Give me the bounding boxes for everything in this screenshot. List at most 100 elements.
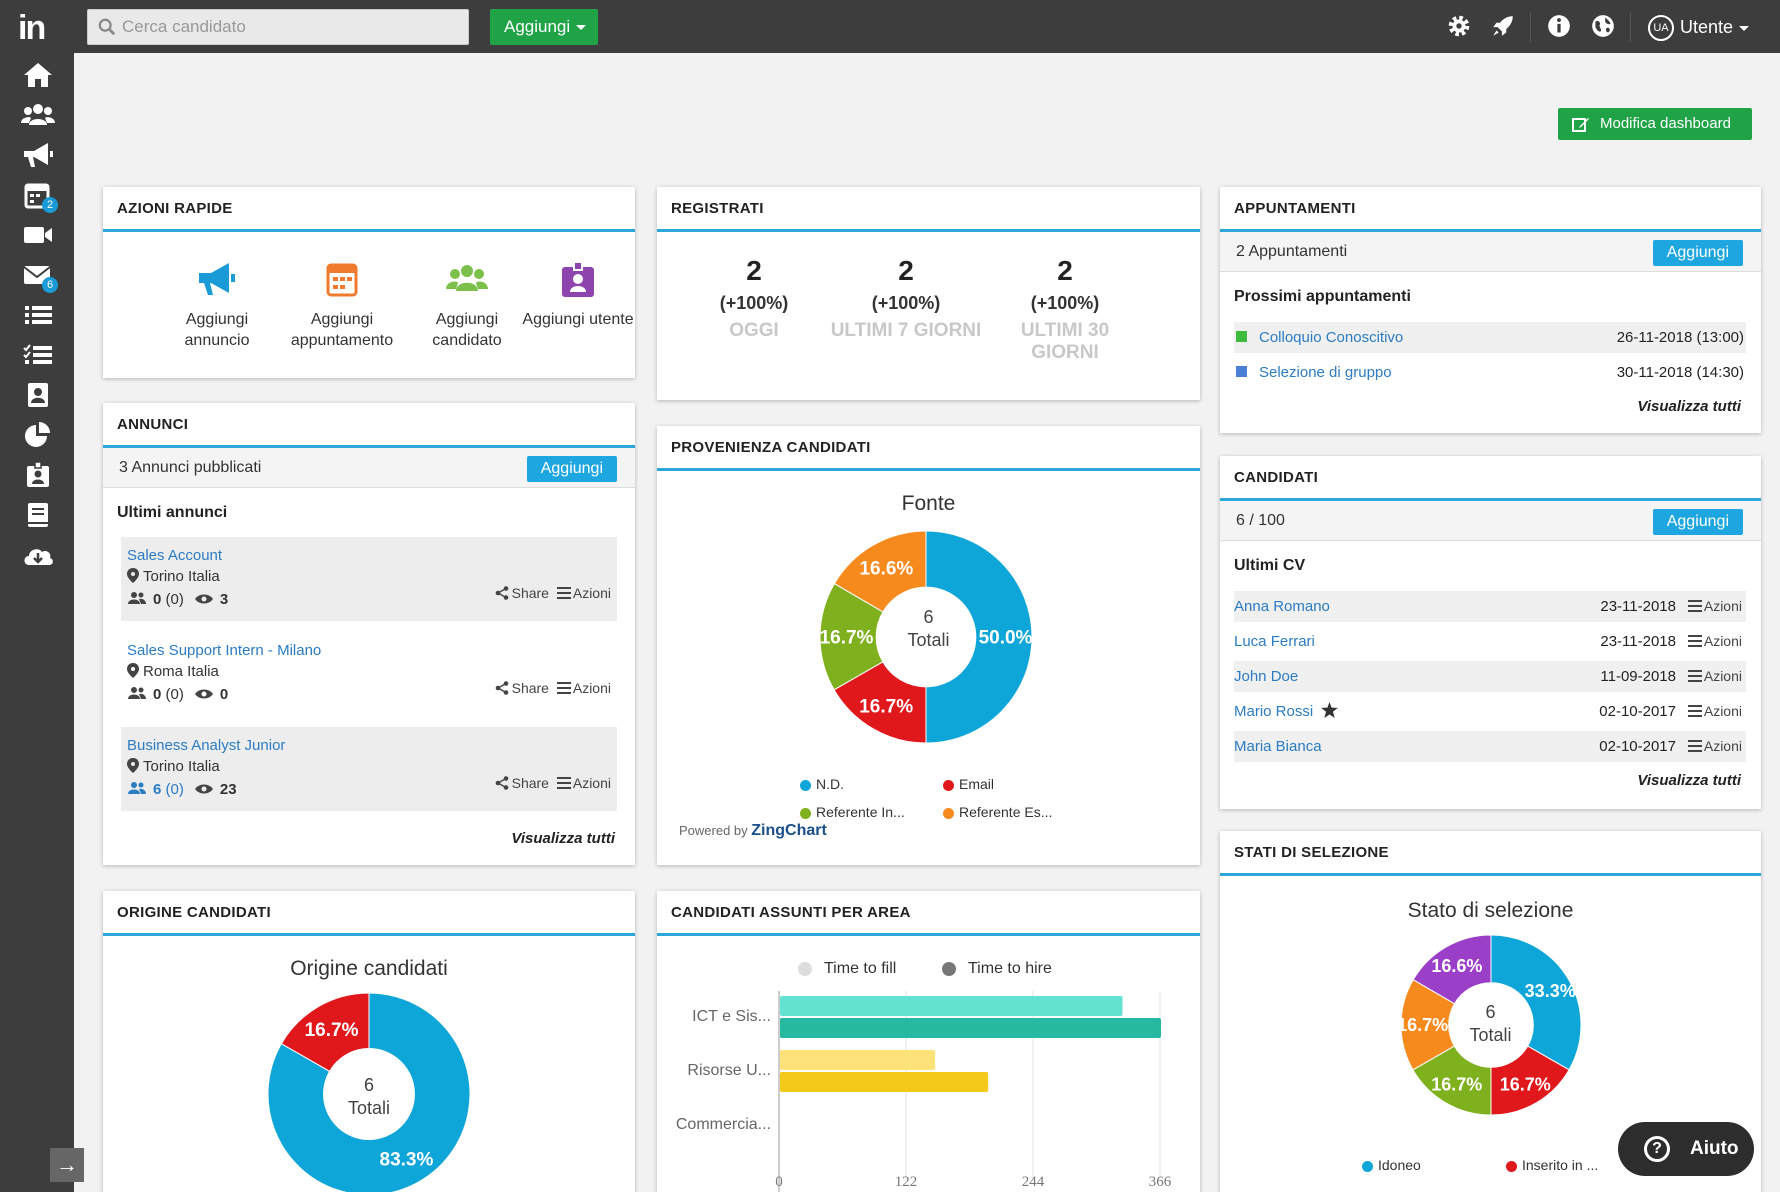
candidate-row[interactable]: Maria Bianca 02-10-2017 Azioni: [1234, 731, 1746, 762]
add-annuncio-button[interactable]: Aggiungi: [526, 456, 617, 482]
appointment-color: [1236, 331, 1247, 342]
contact-card-icon[interactable]: [20, 379, 56, 411]
appointment-name[interactable]: Colloquio Conoscitivo: [1259, 329, 1404, 346]
actions-button[interactable]: Azioni: [1687, 591, 1742, 622]
view-all-link[interactable]: Visualizza tutti: [1637, 398, 1741, 415]
candidate-row[interactable]: John Doe 11-09-2018 Azioni: [1234, 661, 1746, 692]
actions-button[interactable]: Azioni: [553, 775, 611, 791]
info-icon[interactable]: [1546, 13, 1572, 39]
help-button[interactable]: ? Aiuto: [1618, 1122, 1754, 1176]
globe-icon[interactable]: [1590, 13, 1616, 39]
bar[interactable]: [780, 996, 1123, 1016]
candidate-name[interactable]: John Doe: [1234, 668, 1299, 685]
appointment-date: 30-11-2018 (14:30): [1616, 364, 1744, 381]
modifica-dashboard-label: Modifica dashboard: [1600, 115, 1731, 132]
appointment-name[interactable]: Selezione di gruppo: [1259, 364, 1392, 381]
annuncio-title[interactable]: Sales Account: [127, 547, 223, 564]
add-candidato-button[interactable]: Aggiungi: [1652, 509, 1743, 535]
legend-item[interactable]: Time to fill: [798, 960, 896, 978]
eye-icon: [194, 784, 213, 794]
share-button[interactable]: Share: [495, 680, 549, 696]
actions-button[interactable]: Azioni: [1687, 661, 1742, 692]
pie-slice[interactable]: [925, 530, 1033, 744]
actions-button[interactable]: Azioni: [1687, 696, 1742, 727]
stat-label: ULTIMI 7 GIORNI: [830, 320, 982, 341]
legend-item[interactable]: N.D.: [800, 776, 844, 792]
zingchart-brand[interactable]: ZingChart: [751, 822, 827, 839]
annuncio-item[interactable]: Sales Support Intern - Milano Roma Itali…: [121, 632, 617, 716]
add-appuntamento-button[interactable]: Aggiungi: [1652, 240, 1743, 266]
candidate-row[interactable]: Mario Rossi 02-10-2017 Azioni: [1234, 696, 1746, 727]
pie-chart-icon[interactable]: [20, 419, 56, 451]
legend-label: Email: [959, 776, 995, 792]
user-menu[interactable]: UA Utente: [1648, 12, 1750, 42]
panel-azioni-rapide: AZIONI RAPIDE Aggiungi annuncio Aggiungi…: [103, 187, 635, 378]
home-icon[interactable]: [20, 59, 56, 91]
candidate-name[interactable]: Mario Rossi: [1234, 703, 1314, 720]
add-dropdown-button[interactable]: Aggiungi: [490, 9, 598, 45]
actions-button[interactable]: Azioni: [553, 585, 611, 601]
quick-action-aggiungi-appuntamento[interactable]: Aggiungi appuntamento: [282, 259, 402, 351]
bar[interactable]: [780, 1018, 1161, 1038]
candidati-subbar: 6 / 100 Aggiungi: [1220, 501, 1761, 541]
stat-percent: (+100%): [871, 293, 941, 313]
legend-item[interactable]: Referente In...: [800, 804, 905, 820]
candidates-new[interactable]: (0): [165, 781, 184, 798]
megaphone-icon[interactable]: [20, 139, 56, 171]
bar[interactable]: [780, 1050, 936, 1070]
view-all-link[interactable]: Visualizza tutti: [511, 830, 615, 847]
panel-provenienza-candidati: PROVENIENZA CANDIDATI Fonte 50.0% 16.7% 16…: [657, 426, 1200, 865]
gear-icon[interactable]: [1446, 13, 1472, 39]
share-button[interactable]: Share: [495, 775, 549, 791]
sidebar-item-messages[interactable]: 6: [20, 259, 58, 293]
badge-icon[interactable]: [20, 459, 56, 491]
candidate-row[interactable]: Luca Ferrari 23-11-2018 Azioni: [1234, 626, 1746, 657]
actions-button[interactable]: Azioni: [1687, 626, 1742, 657]
actions-button[interactable]: Azioni: [1687, 731, 1742, 762]
rocket-icon[interactable]: [1490, 13, 1516, 39]
quick-action-aggiungi-candidato[interactable]: Aggiungi candidato: [407, 259, 527, 351]
candidates-count[interactable]: 6: [153, 781, 162, 798]
appointment-color: [1236, 366, 1247, 377]
share-button[interactable]: Share: [495, 585, 549, 601]
candidate-date: 02-10-2017: [1599, 738, 1676, 755]
view-all-link[interactable]: Visualizza tutti: [1637, 772, 1741, 789]
annuncio-title[interactable]: Sales Support Intern - Milano: [127, 642, 322, 659]
quick-action-aggiungi-utente[interactable]: Aggiungi utente: [493, 259, 663, 330]
legend-item[interactable]: Idoneo: [1362, 1157, 1421, 1173]
annuncio-item[interactable]: Sales Account Torino Italia 0 (0) 3 Share…: [121, 537, 617, 621]
sidebar-toggle-button[interactable]: →: [50, 1148, 84, 1182]
candidates-count: 0: [153, 591, 162, 608]
candidate-name[interactable]: Luca Ferrari: [1234, 633, 1315, 650]
cloud-download-icon[interactable]: [20, 539, 56, 571]
star-icon[interactable]: [1321, 702, 1339, 718]
candidate-name[interactable]: Maria Bianca: [1234, 738, 1322, 755]
book-icon[interactable]: [20, 499, 56, 531]
bar[interactable]: [780, 1072, 989, 1092]
legend-item[interactable]: Time to hire: [942, 960, 1052, 978]
legend-item[interactable]: Inserito in ...: [1506, 1157, 1598, 1173]
search-input[interactable]: [122, 13, 462, 41]
app-logo[interactable]: in: [18, 9, 46, 47]
appointment-row[interactable]: Colloquio Conoscitivo 26-11-2018 (13:00): [1234, 322, 1746, 353]
tasks-icon[interactable]: [20, 339, 56, 371]
bars-icon: [1687, 740, 1702, 752]
quick-action-aggiungi-annuncio[interactable]: Aggiungi annuncio: [157, 259, 277, 351]
annuncio-actions: Share Azioni: [495, 775, 611, 791]
candidate-row[interactable]: Anna Romano 23-11-2018 Azioni: [1234, 591, 1746, 622]
donut-total-label: Totali: [1469, 1025, 1512, 1045]
appointment-row[interactable]: Selezione di gruppo 30-11-2018 (14:30): [1234, 357, 1746, 388]
modifica-dashboard-button[interactable]: Modifica dashboard: [1558, 108, 1752, 140]
annuncio-title[interactable]: Business Analyst Junior: [127, 737, 286, 754]
views-count: 0: [219, 686, 229, 703]
users-icon[interactable]: [20, 99, 56, 131]
legend-item[interactable]: Email: [943, 776, 994, 792]
actions-button[interactable]: Azioni: [553, 680, 611, 696]
sidebar-item-calendar[interactable]: 2: [20, 179, 58, 213]
video-icon[interactable]: [20, 219, 56, 251]
legend-item[interactable]: Referente Es...: [943, 804, 1052, 820]
search-box[interactable]: [87, 9, 469, 45]
list-icon[interactable]: [20, 299, 56, 331]
candidate-name[interactable]: Anna Romano: [1234, 598, 1330, 615]
annuncio-item[interactable]: Business Analyst Junior Torino Italia 6 …: [121, 727, 617, 811]
